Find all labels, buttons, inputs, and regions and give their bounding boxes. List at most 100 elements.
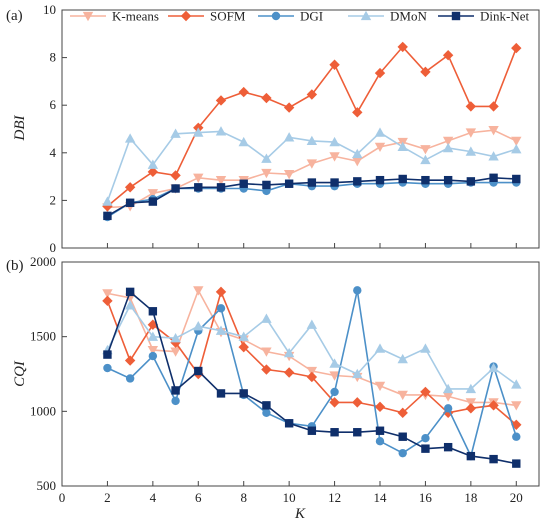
point-b-dink-net-14	[421, 444, 430, 453]
point-b-k-means-12	[374, 381, 386, 392]
point-b-dmon-3	[170, 332, 181, 343]
point-b-k-means-18	[511, 401, 522, 411]
point-b-dmon-9	[306, 319, 318, 329]
point-a-sofm-15	[442, 50, 454, 61]
point-a-dink-net-18	[512, 174, 521, 184]
point-a-k-means-15	[442, 136, 454, 147]
point-b-dgi-7	[262, 408, 271, 418]
point-b-dink-net-1	[125, 287, 135, 297]
point-a-k-means-12	[374, 142, 386, 153]
point-b-dmon-12	[374, 343, 386, 353]
point-a-dmon-16	[465, 146, 477, 156]
point-b-k-means-9	[306, 366, 318, 377]
point-a-dink-net-4	[194, 183, 203, 192]
x-tick-label-b-5: 10	[283, 490, 296, 505]
point-b-dmon-18	[511, 379, 522, 389]
point-b-dgi-14	[421, 434, 430, 443]
series-group-a	[102, 41, 522, 222]
point-a-dmon-6	[238, 136, 249, 147]
x-tick-label-b-2: 4	[150, 490, 157, 505]
panel-a-label: (a)	[6, 8, 23, 24]
point-b-sofm-16	[465, 403, 477, 414]
point-a-sofm-13	[397, 41, 408, 53]
axis-ticks-a: 0 2 4 6 8 10	[43, 2, 517, 255]
point-b-k-means-7	[261, 347, 272, 357]
point-a-dmon-12	[374, 127, 386, 137]
x-tick-label-b-6: 12	[328, 490, 341, 505]
point-b-sofm-6	[238, 341, 249, 353]
point-b-dink-net-2	[148, 307, 158, 316]
legend-marker-sofm	[180, 10, 192, 22]
point-b-dgi-12	[375, 437, 385, 446]
point-b-sofm-0	[102, 295, 113, 307]
point-a-dmon-17	[488, 151, 499, 161]
point-b-k-means-0	[102, 289, 113, 299]
x-tick-label-b-1: 2	[104, 490, 111, 505]
point-b-dmon-8	[283, 347, 295, 358]
point-a-dink-net-16	[466, 177, 476, 186]
point-a-k-means-14	[420, 145, 431, 155]
point-b-dmon-13	[397, 353, 408, 364]
point-a-dink-net-5	[216, 183, 226, 192]
y-axis-label-cqi: CQI	[12, 360, 28, 387]
x-axis-label: K	[294, 506, 306, 522]
point-b-dink-net-3	[171, 386, 180, 395]
point-b-dink-net-9	[307, 426, 317, 435]
point-a-dmon-14	[420, 154, 431, 165]
y-tick-label-b-1: 1000	[30, 403, 56, 418]
point-a-dmon-7	[261, 153, 272, 163]
point-b-dgi-10	[330, 387, 339, 397]
point-a-sofm-7	[261, 92, 272, 104]
point-a-dmon-18	[511, 144, 522, 154]
point-b-sofm-14	[420, 386, 431, 398]
point-a-dmon-15	[442, 142, 454, 153]
y-tick-label-a-4: 8	[50, 50, 57, 65]
x-tick-label-b-7: 14	[374, 490, 388, 505]
point-a-dmon-8	[283, 132, 295, 142]
point-b-dgi-2	[148, 351, 158, 361]
point-b-sofm-1	[124, 355, 136, 366]
point-b-dmon-17	[488, 362, 499, 373]
point-a-k-means-7	[261, 168, 272, 179]
point-b-dgi-13	[398, 448, 407, 458]
point-b-sofm-7	[261, 364, 272, 375]
legend-label-dgi: DGI	[300, 9, 323, 24]
y-tick-label-a-3: 6	[50, 97, 57, 112]
point-a-dink-net-1	[125, 198, 135, 207]
point-a-dmon-3	[170, 128, 181, 138]
point-b-k-means-4	[193, 286, 204, 296]
axis-ticks-b: 500 1000 1500 2000 0 2 4 6 8 10 12 14 16 18 20	[30, 254, 523, 505]
point-a-sofm-8	[283, 102, 295, 113]
point-a-dink-net-10	[330, 178, 339, 187]
point-b-dink-net-17	[489, 454, 498, 464]
point-a-k-means-16	[465, 128, 477, 138]
point-b-sofm-12	[374, 401, 386, 413]
point-a-dink-net-9	[307, 178, 317, 187]
panel-b-cqi: (b) CQI 500 1000 1500 2000 0 2 4 6 8 10 12 14 16 18 20…	[6, 254, 540, 522]
legend-marker-dink-net	[451, 11, 461, 21]
point-b-dmon-6	[238, 331, 249, 341]
point-a-sofm-10	[329, 59, 340, 70]
point-a-dmon-9	[306, 135, 318, 146]
point-a-sofm-3	[170, 170, 181, 181]
point-b-k-means-2	[147, 345, 159, 356]
legend-label-sofm: SOFM	[210, 9, 246, 24]
x-tick-label-b-9: 18	[464, 490, 477, 505]
point-a-k-means-5	[215, 176, 227, 186]
point-b-k-means-15	[442, 392, 454, 402]
x-tick-label-b-4: 8	[240, 490, 247, 505]
point-a-dink-net-13	[398, 174, 407, 184]
point-b-dmon-5	[215, 325, 227, 335]
point-b-dink-net-6	[239, 389, 248, 398]
point-a-dink-net-2	[148, 197, 158, 206]
point-a-sofm-18	[511, 42, 522, 54]
y-tick-label-a-0: 0	[50, 240, 57, 255]
point-a-k-means-11	[352, 156, 363, 167]
legend-label-dmon: DMoN	[390, 9, 427, 24]
point-b-dink-net-18	[512, 459, 521, 468]
point-b-dink-net-0	[103, 350, 112, 359]
point-a-dmon-0	[102, 196, 113, 206]
point-a-sofm-11	[352, 107, 363, 118]
x-tick-label-b-10: 20	[510, 490, 523, 505]
point-a-dink-net-15	[443, 175, 453, 185]
